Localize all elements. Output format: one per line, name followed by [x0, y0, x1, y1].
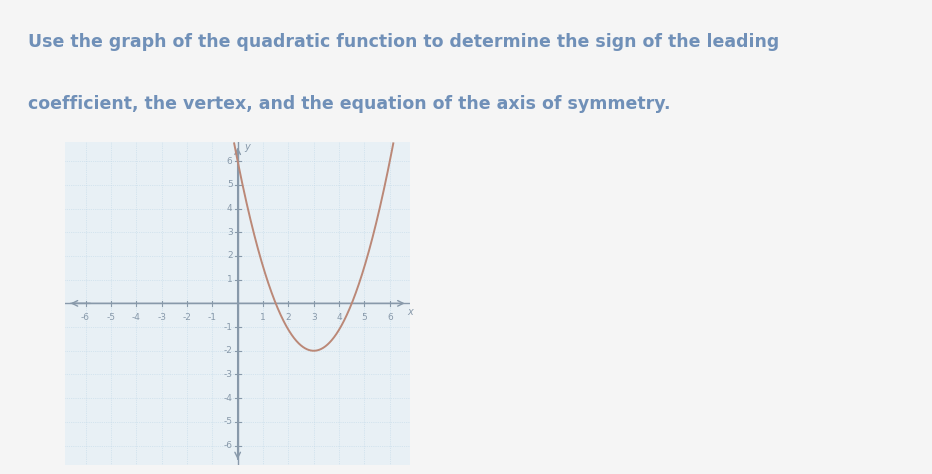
Text: 3: 3: [226, 228, 233, 237]
Text: 2: 2: [227, 252, 233, 260]
Text: -6: -6: [224, 441, 233, 450]
Text: -6: -6: [81, 313, 90, 322]
Text: 6: 6: [226, 157, 233, 165]
Text: -1: -1: [208, 313, 217, 322]
Text: -2: -2: [183, 313, 191, 322]
Text: -4: -4: [224, 394, 233, 402]
Text: 4: 4: [336, 313, 342, 322]
Text: -1: -1: [224, 323, 233, 331]
Text: -5: -5: [224, 418, 233, 426]
Text: -3: -3: [158, 313, 166, 322]
Text: -5: -5: [106, 313, 116, 322]
Text: 5: 5: [362, 313, 367, 322]
Text: 2: 2: [285, 313, 291, 322]
Text: 6: 6: [387, 313, 392, 322]
Text: 4: 4: [227, 204, 233, 213]
Text: 5: 5: [226, 181, 233, 189]
Text: coefficient, the vertex, and the equation of the axis of symmetry.: coefficient, the vertex, and the equatio…: [28, 95, 670, 113]
Text: Use the graph of the quadratic function to determine the sign of the leading: Use the graph of the quadratic function …: [28, 33, 779, 51]
Text: 1: 1: [260, 313, 266, 322]
Text: y: y: [244, 142, 250, 152]
Text: -3: -3: [224, 370, 233, 379]
Text: 1: 1: [226, 275, 233, 284]
Text: -2: -2: [224, 346, 233, 355]
Text: 3: 3: [311, 313, 317, 322]
Text: -4: -4: [131, 313, 141, 322]
Text: x: x: [407, 307, 413, 317]
